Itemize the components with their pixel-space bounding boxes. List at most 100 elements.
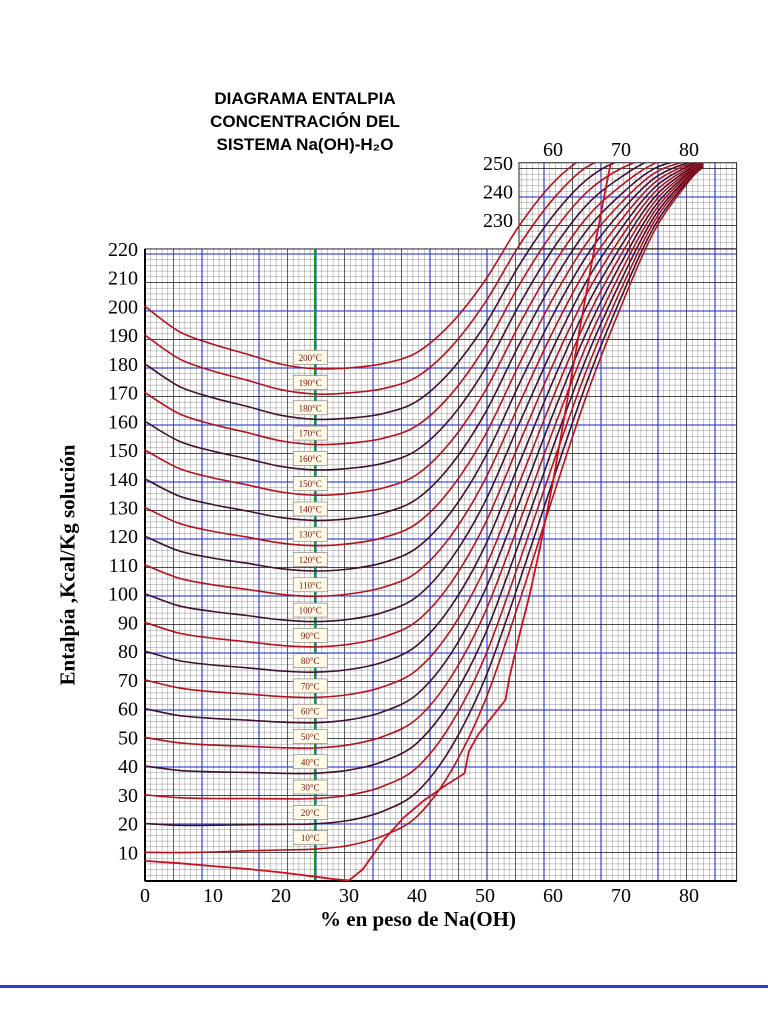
tick-label: 10 xyxy=(203,885,223,907)
isotherm-120c xyxy=(144,162,690,572)
isotherm-100c xyxy=(144,162,697,623)
isotherm-label-box xyxy=(292,754,328,770)
isotherm-50c xyxy=(144,163,704,750)
tick-label: 180 xyxy=(108,354,138,376)
isotherm-30c xyxy=(144,165,704,800)
tick-label: 190 xyxy=(108,325,138,347)
tick-label: 50 xyxy=(475,885,495,907)
isotherm-label-box xyxy=(292,602,328,618)
isotherm-40c xyxy=(144,164,704,775)
isotherm-label-text: 30°C xyxy=(301,783,320,793)
isotherm-190c xyxy=(144,162,598,396)
isotherm-90c xyxy=(144,162,701,648)
isotherm-label-text: 40°C xyxy=(301,757,320,767)
isotherm-label-text: 170°C xyxy=(299,429,322,439)
isotherm-label-box xyxy=(292,577,328,593)
tick-label: 200 xyxy=(108,296,138,318)
isotherm-label-box xyxy=(292,526,328,542)
isotherm-label-box xyxy=(292,653,328,668)
chart-title-line-1: DIAGRAMA ENTALPIA xyxy=(214,89,396,108)
isotherm-160c xyxy=(144,162,647,471)
isotherm-60c xyxy=(144,162,704,724)
isotherm-80c xyxy=(144,162,703,673)
isotherm-10c xyxy=(144,166,704,854)
isotherm-label-text: 140°C xyxy=(299,504,322,514)
isotherm-curves xyxy=(144,162,704,881)
tick-label: 80 xyxy=(679,885,699,907)
tick-label: 70 xyxy=(118,670,138,692)
isotherm-label-text: 120°C xyxy=(299,555,322,565)
isotherm-20c xyxy=(144,166,704,827)
chart-title-line-2: CONCENTRACIÓN DEL xyxy=(210,111,400,131)
tick-label: 90 xyxy=(118,612,138,634)
isotherm-label-box xyxy=(292,400,328,416)
tick-label: 160 xyxy=(108,411,138,433)
tick-label: 80 xyxy=(679,139,699,161)
tick-label: 10 xyxy=(118,842,138,864)
isotherm-150c xyxy=(144,162,659,497)
isotherm-110c xyxy=(144,162,694,598)
tick-label: 30 xyxy=(118,785,138,807)
tick-label: 250 xyxy=(483,153,513,175)
isotherm-label-box xyxy=(292,375,328,390)
isotherm-label-text: 150°C xyxy=(299,479,322,489)
isotherm-label-text: 180°C xyxy=(299,403,322,413)
isotherm-label-text: 160°C xyxy=(299,454,322,464)
saturation-boundary-curve xyxy=(144,162,612,881)
isotherm-label-text: 100°C xyxy=(299,606,322,616)
isotherm-label-text: 80°C xyxy=(301,656,320,666)
tick-label: 130 xyxy=(108,498,138,520)
axis-tick-labels: 1020304050607080901001101201301401501601… xyxy=(108,139,699,907)
isotherm-label-text: 130°C xyxy=(299,530,322,540)
tick-label: 240 xyxy=(483,181,513,203)
tick-label: 140 xyxy=(108,469,138,491)
tick-label: 60 xyxy=(118,699,138,721)
isotherm-label-box xyxy=(292,830,328,845)
chart-title: DIAGRAMA ENTALPIA CONCENTRACIÓN DEL SIST… xyxy=(140,88,470,157)
tick-label: 20 xyxy=(118,814,138,836)
tick-label: 150 xyxy=(108,440,138,462)
isotherm-label-text: 110°C xyxy=(299,580,322,590)
tick-label: 230 xyxy=(483,210,513,232)
isotherm-label-box xyxy=(292,476,328,491)
isotherm-label-box xyxy=(292,552,328,567)
tick-label: 0 xyxy=(140,885,150,907)
isotherm-label-box xyxy=(292,501,328,517)
isotherm-200c xyxy=(144,162,578,370)
isotherm-label-box xyxy=(292,805,328,820)
page-bottom-rule xyxy=(0,985,768,988)
tick-label: 120 xyxy=(108,526,138,548)
isotherm-labels: 10°C 20°C 30°C 40°C 50°C 60°C 70°C 80°C 90°C 100°… xyxy=(292,349,328,845)
isotherm-180c xyxy=(144,162,617,421)
isotherm-label-text: 50°C xyxy=(301,732,320,742)
tick-label: 40 xyxy=(407,885,427,907)
graph-paper-main xyxy=(144,248,738,882)
tick-label: 70 xyxy=(611,885,631,907)
tick-label: 170 xyxy=(108,383,138,405)
tick-label: 20 xyxy=(271,885,291,907)
isotherm-label-text: 200°C xyxy=(299,353,322,363)
isotherm-label-box xyxy=(292,349,328,365)
isotherm-70c xyxy=(144,162,704,699)
tick-label: 110 xyxy=(109,555,138,577)
isotherm-label-box xyxy=(292,779,328,795)
tick-label: 210 xyxy=(108,268,138,290)
isotherm-label-text: 20°C xyxy=(301,808,320,818)
tick-label: 60 xyxy=(543,139,563,161)
isotherm-label-box xyxy=(292,678,328,694)
isotherm-label-box xyxy=(292,703,328,719)
tick-label: 80 xyxy=(118,641,138,663)
tick-label: 60 xyxy=(543,885,563,907)
isotherm-label-text: 60°C xyxy=(301,707,320,717)
tick-label: 50 xyxy=(118,727,138,749)
isotherm-label-text: 90°C xyxy=(301,631,320,641)
chart-title-line-3: SISTEMA Na(OH)-H₂O xyxy=(216,134,394,154)
tick-label: 70 xyxy=(611,139,631,161)
tick-label: 220 xyxy=(108,239,138,261)
isotherm-label-box xyxy=(292,628,328,643)
tick-label: 30 xyxy=(339,885,359,907)
isotherm-130c xyxy=(144,162,685,547)
isotherm-170c xyxy=(144,162,637,446)
isotherm-label-box xyxy=(292,729,328,744)
isotherm-140c xyxy=(144,162,674,522)
